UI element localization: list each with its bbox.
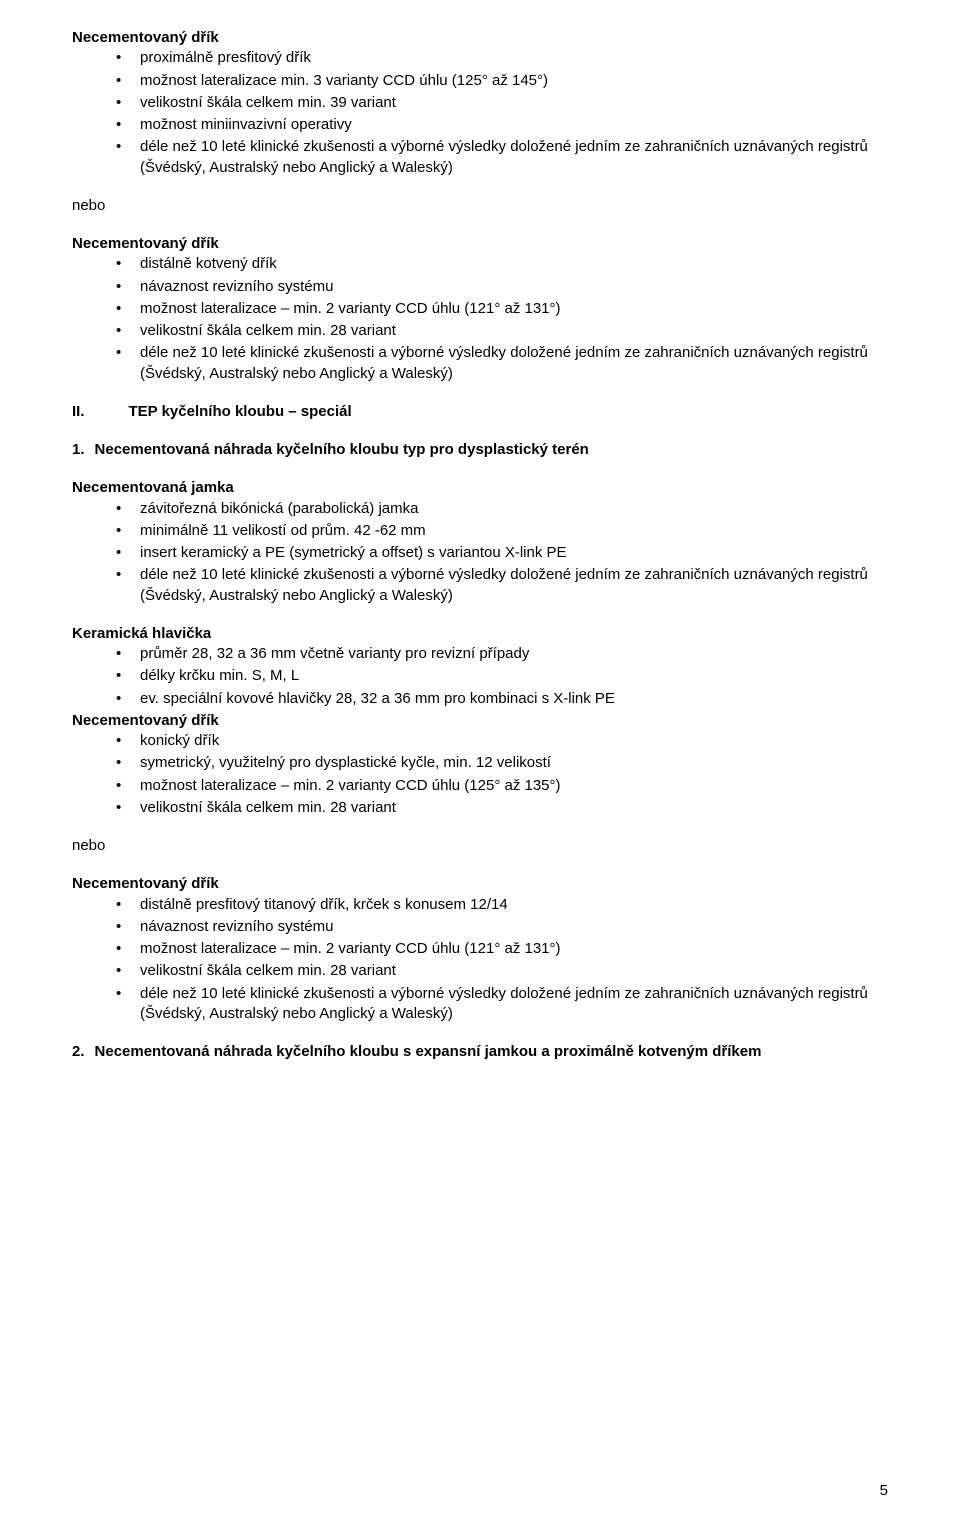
list-item: velikostní škála celkem min. 39 variant xyxy=(112,93,888,113)
list-item: průměr 28, 32 a 36 mm včetně varianty pr… xyxy=(112,644,888,664)
heading: Necementovaný dřík xyxy=(72,874,888,894)
list-item: závitořezná bikónická (parabolická) jamk… xyxy=(112,499,888,519)
list-item: ev. speciální kovové hlavičky 28, 32 a 3… xyxy=(112,689,888,709)
item-title: Necementovaná náhrada kyčelního kloubu t… xyxy=(95,440,888,460)
section-roman-ii: II. TEP kyčelního kloubu – speciál xyxy=(72,402,888,422)
list-item: velikostní škála celkem min. 28 variant xyxy=(112,798,888,818)
list-item: symetrický, využitelný pro dysplastické … xyxy=(112,753,888,773)
heading: Keramická hlavička xyxy=(72,624,888,644)
list-item: minimálně 11 velikostí od prům. 42 -62 m… xyxy=(112,521,888,541)
list-item: možnost miniinvazivní operativy xyxy=(112,115,888,135)
section-necementovany-drik-3: Necementovaný dřík distálně presfitový t… xyxy=(72,874,888,1024)
numbered-heading-2: 2. Necementovaná náhrada kyčelního kloub… xyxy=(72,1042,888,1062)
list-item: déle než 10 leté klinické zkušenosti a v… xyxy=(112,984,888,1025)
numbered-heading-1: 1. Necementovaná náhrada kyčelního kloub… xyxy=(72,440,888,460)
list-item: možnost lateralizace – min. 2 varianty C… xyxy=(112,776,888,796)
list-item: insert keramický a PE (symetrický a offs… xyxy=(112,543,888,563)
bullet-list: distálně kotvený dřík návaznost revizníh… xyxy=(112,254,888,384)
roman-number: II. xyxy=(72,402,85,422)
list-item: déle než 10 leté klinické zkušenosti a v… xyxy=(112,343,888,384)
list-item: možnost lateralizace – min. 2 varianty C… xyxy=(112,299,888,319)
bullet-list: průměr 28, 32 a 36 mm včetně varianty pr… xyxy=(112,644,888,709)
list-item: proximálně presfitový dřík xyxy=(112,48,888,68)
item-number: 1. xyxy=(72,440,85,460)
list-item: možnost lateralizace min. 3 varianty CCD… xyxy=(112,71,888,91)
bullet-list: distálně presfitový titanový dřík, krček… xyxy=(112,895,888,1025)
page-number: 5 xyxy=(880,1481,888,1501)
section-necementovany-drik-1: Necementovaný dřík proximálně presfitový… xyxy=(72,28,888,178)
heading: Necementovaný dřík xyxy=(72,234,888,254)
page: Necementovaný dřík proximálně presfitový… xyxy=(0,0,960,1525)
item-title: Necementovaná náhrada kyčelního kloubu s… xyxy=(95,1042,888,1062)
roman-title: TEP kyčelního kloubu – speciál xyxy=(129,402,352,422)
nebo-separator: nebo xyxy=(72,836,888,856)
list-item: déle než 10 leté klinické zkušenosti a v… xyxy=(112,565,888,606)
section-keramicka-hlavicka: Keramická hlavička průměr 28, 32 a 36 mm… xyxy=(72,624,888,818)
list-item: návaznost revizního systému xyxy=(112,917,888,937)
list-item: délky krčku min. S, M, L xyxy=(112,666,888,686)
list-item: velikostní škála celkem min. 28 variant xyxy=(112,321,888,341)
list-item: velikostní škála celkem min. 28 variant xyxy=(112,961,888,981)
heading: Necementovaná jamka xyxy=(72,478,888,498)
heading: Necementovaný dřík xyxy=(72,28,888,48)
list-item: déle než 10 leté klinické zkušenosti a v… xyxy=(112,137,888,178)
list-item: distálně presfitový titanový dřík, krček… xyxy=(112,895,888,915)
bullet-list: konický dřík symetrický, využitelný pro … xyxy=(112,731,888,818)
bullet-list: závitořezná bikónická (parabolická) jamk… xyxy=(112,499,888,606)
section-necementovana-jamka: Necementovaná jamka závitořezná bikónick… xyxy=(72,478,888,606)
bullet-list: proximálně presfitový dřík možnost later… xyxy=(112,48,888,178)
nebo-separator: nebo xyxy=(72,196,888,216)
item-number: 2. xyxy=(72,1042,85,1062)
section-necementovany-drik-2: Necementovaný dřík distálně kotvený dřík… xyxy=(72,234,888,384)
list-item: konický dřík xyxy=(112,731,888,751)
list-item: distálně kotvený dřík xyxy=(112,254,888,274)
list-item: možnost lateralizace – min. 2 varianty C… xyxy=(112,939,888,959)
list-item: návaznost revizního systému xyxy=(112,277,888,297)
heading: Necementovaný dřík xyxy=(72,711,888,731)
